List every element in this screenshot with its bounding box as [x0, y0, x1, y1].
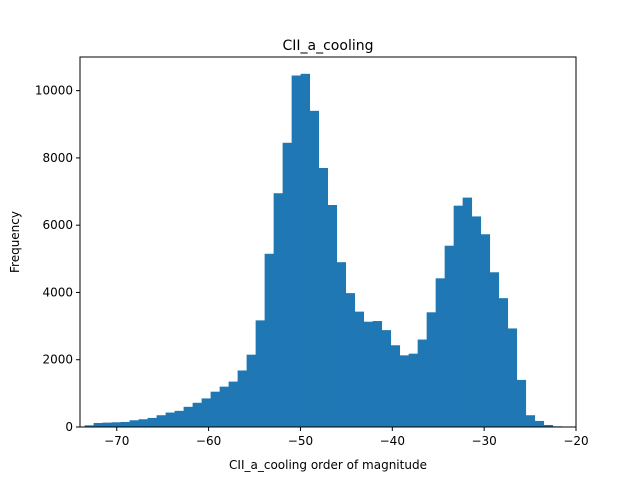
histogram-bar: [228, 381, 239, 427]
histogram-bar: [282, 142, 293, 428]
histogram-bar: [354, 311, 365, 427]
histogram-bar: [318, 168, 329, 427]
histogram-bar: [453, 205, 464, 427]
histogram-bar: [129, 420, 140, 427]
histogram-bar: [84, 425, 94, 427]
histogram-bar: [417, 339, 428, 427]
histogram-bar: [336, 262, 347, 427]
x-tick-label: −20: [563, 434, 588, 448]
histogram-bar: [489, 272, 500, 427]
histogram-bar: [255, 320, 266, 427]
y-tick-label: 2000: [42, 353, 73, 367]
y-tick-label: 4000: [42, 285, 73, 299]
x-tick-label: −60: [196, 434, 221, 448]
histogram-bar: [534, 420, 545, 427]
histogram-bar: [435, 278, 446, 427]
histogram-bar: [426, 312, 437, 427]
histogram-bar: [498, 298, 509, 427]
x-tick-label: −70: [104, 434, 129, 448]
histogram-bar: [156, 415, 167, 427]
histogram-bar: [192, 402, 203, 427]
histogram-bar: [237, 370, 248, 427]
histogram-bar: [480, 234, 491, 427]
histogram-bar: [165, 412, 176, 427]
histogram-bar: [390, 345, 401, 427]
histogram-bar: [471, 216, 482, 427]
y-tick-label: 6000: [42, 218, 73, 232]
histogram-bar: [291, 75, 302, 427]
histogram-bar: [273, 193, 284, 427]
plot-frame: [79, 56, 577, 428]
chart-title: CII_a_cooling: [283, 38, 374, 54]
histogram-bar: [408, 353, 419, 427]
histogram-bar: [93, 422, 103, 427]
histogram-bar: [372, 321, 383, 427]
x-axis-label: CII_a_cooling order of magnitude: [229, 458, 427, 472]
x-tick-label: −30: [471, 434, 496, 448]
histogram-bar: [462, 197, 473, 427]
histogram-bar: [111, 422, 121, 427]
histogram-bar: [345, 293, 356, 427]
histogram-bar: [120, 421, 130, 427]
histogram-bar: [399, 355, 410, 427]
histogram-bar: [381, 330, 392, 427]
x-tick-label: −50: [288, 434, 313, 448]
histogram-bar: [183, 406, 194, 427]
histogram-bar: [210, 391, 221, 427]
histogram-bar: [516, 379, 527, 427]
histogram-bar: [507, 328, 518, 427]
histogram-bar: [219, 386, 230, 427]
histogram-bar: [174, 410, 185, 427]
histogram-bar: [363, 321, 374, 427]
histogram-bar: [102, 422, 112, 427]
histogram-bar: [444, 245, 455, 427]
y-axis-label: Frequency: [8, 211, 22, 273]
y-tick-label: 8000: [42, 151, 73, 165]
histogram-bar: [147, 417, 158, 427]
histogram-bar: [246, 354, 257, 427]
x-axis-ticks: −70 −60 −50 −40 −30 −20: [104, 427, 589, 448]
histogram-bar: [201, 398, 212, 427]
histogram-bar: [525, 415, 536, 427]
y-tick-label: 0: [65, 420, 73, 434]
histogram-bar: [300, 73, 311, 428]
x-tick-label: −40: [380, 434, 405, 448]
histogram-bar: [309, 110, 320, 428]
histogram-bar: [543, 424, 554, 427]
bars-group: [84, 73, 563, 428]
histogram-bar: [264, 253, 275, 427]
y-axis-ticks: 0 2000 4000 6000 8000 10000: [35, 84, 80, 434]
histogram-bar: [138, 419, 149, 427]
y-tick-label: 10000: [35, 84, 73, 98]
histogram-bar: [327, 205, 338, 427]
